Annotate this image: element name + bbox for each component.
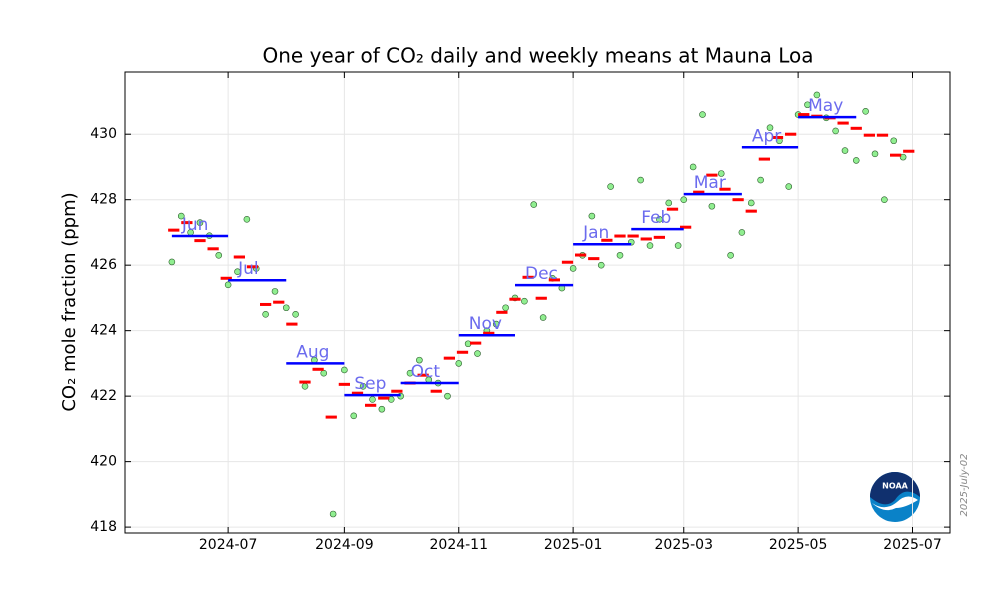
y-axis-label: CO₂ mole fraction (ppm) <box>59 192 80 411</box>
logo-text: NOAA <box>882 482 908 491</box>
x-tick-label: 2024-11 <box>430 537 489 553</box>
x-tick-label: 2025-01 <box>544 537 603 553</box>
daily-point <box>871 150 879 158</box>
daily-point <box>804 101 811 109</box>
y-tick-label: 426 <box>90 257 117 273</box>
daily-point <box>168 258 176 266</box>
daily-point <box>813 91 821 99</box>
daily-point <box>616 252 624 259</box>
month-label: Jan <box>582 223 609 243</box>
daily-point <box>597 261 605 269</box>
x-tick-label: 2025-05 <box>769 537 828 553</box>
daily-point <box>234 268 241 276</box>
daily-point <box>444 392 451 400</box>
daily-point <box>717 170 725 177</box>
daily-point <box>680 196 688 203</box>
month-label: Mar <box>694 173 726 193</box>
daily-point <box>646 242 654 249</box>
month-label: Feb <box>641 208 671 228</box>
daily-point <box>378 405 386 413</box>
daily-point <box>177 212 185 220</box>
daily-point <box>320 369 328 377</box>
y-tick-label: 430 <box>90 126 117 142</box>
month-label: Dec <box>525 264 558 284</box>
daily-point <box>521 297 528 305</box>
daily-point <box>474 350 481 357</box>
daily-point <box>738 229 746 236</box>
month-label: Aug <box>296 342 329 362</box>
daily-point <box>656 216 663 223</box>
daily-point <box>359 383 367 390</box>
daily-point <box>569 265 577 272</box>
month-label: Jun <box>181 215 209 235</box>
daily-point <box>637 176 644 184</box>
daily-point <box>832 127 839 135</box>
daily-point <box>196 219 204 226</box>
month-label: Oct <box>411 362 441 382</box>
month-label: Apr <box>752 126 781 146</box>
x-tick-label: 2025-07 <box>883 537 942 553</box>
daily-point <box>369 396 376 403</box>
daily-point <box>224 281 232 289</box>
daily-point <box>282 304 290 312</box>
daily-point <box>271 288 279 295</box>
date-stamp: 2025-July-02 <box>959 453 970 516</box>
daily-point <box>607 183 614 190</box>
daily-point <box>852 157 860 164</box>
daily-point <box>665 199 673 207</box>
daily-point <box>341 366 348 374</box>
daily-point <box>492 320 500 328</box>
daily-point <box>899 153 907 161</box>
daily-point <box>674 242 682 249</box>
daily-point <box>215 252 223 259</box>
daily-point <box>455 360 463 367</box>
x-tick-label: 2024-09 <box>315 537 374 553</box>
daily-point <box>262 310 269 318</box>
daily-point <box>727 252 734 259</box>
daily-point <box>841 147 849 154</box>
month-label: Jul <box>237 259 259 279</box>
daily-point <box>416 356 423 364</box>
month-label: Sep <box>354 374 386 394</box>
y-tick-label: 418 <box>90 519 117 535</box>
y-tick-label: 428 <box>90 192 117 208</box>
daily-point <box>588 212 596 220</box>
daily-point <box>406 369 414 377</box>
daily-point <box>708 202 716 210</box>
month-label: Nov <box>469 314 502 334</box>
y-tick-label: 422 <box>90 388 117 404</box>
logo-top <box>870 472 920 505</box>
daily-point <box>747 199 755 207</box>
x-tick-label: 2024-07 <box>199 537 258 553</box>
daily-point <box>881 196 888 203</box>
logo-wave <box>872 496 918 511</box>
y-tick-label: 424 <box>90 323 117 339</box>
daily-point <box>350 412 358 420</box>
daily-point <box>329 510 337 518</box>
daily-point <box>785 183 793 190</box>
plot-frame <box>124 71 951 534</box>
daily-point <box>502 304 509 312</box>
daily-point <box>243 216 251 223</box>
daily-point <box>890 137 898 145</box>
logo: NOAA <box>870 472 920 522</box>
daily-point <box>757 176 764 184</box>
month-label: May <box>808 96 843 116</box>
daily-point <box>766 124 774 131</box>
daily-point <box>539 314 547 321</box>
daily-point <box>301 383 309 390</box>
daily-point <box>862 107 869 115</box>
x-tick-label: 2025-03 <box>655 537 714 553</box>
daily-point <box>689 163 697 171</box>
chart-title: One year of CO₂ daily and weekly means a… <box>262 44 813 68</box>
daily-point <box>530 201 538 208</box>
daily-point <box>699 111 706 118</box>
daily-point <box>292 310 299 318</box>
y-tick-label: 420 <box>90 454 117 470</box>
